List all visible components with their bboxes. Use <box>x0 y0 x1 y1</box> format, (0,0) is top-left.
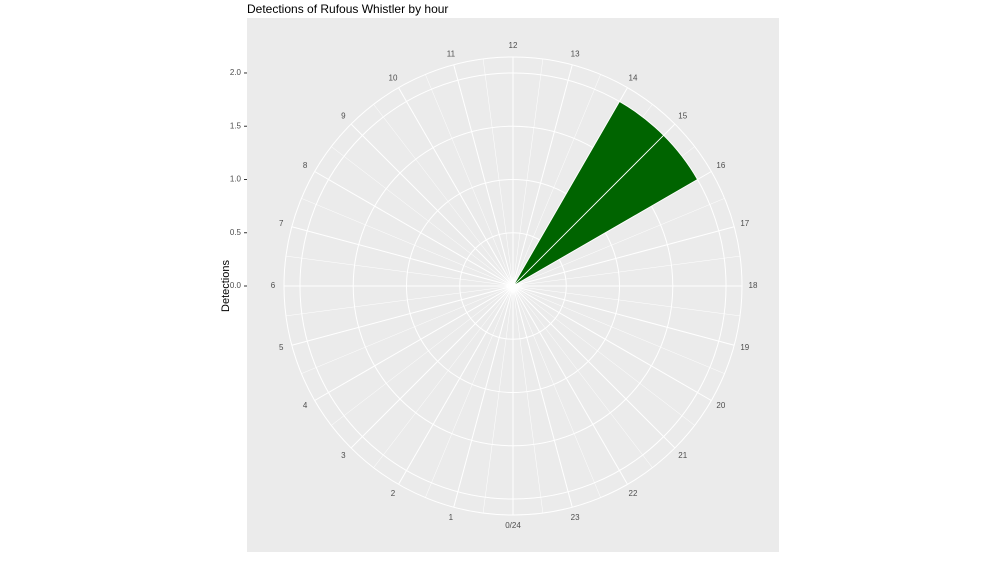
x-tick-label: 10 <box>389 73 398 82</box>
x-tick-label: 1 <box>449 513 454 522</box>
x-tick-label: 0/24 <box>505 521 521 530</box>
x-tick-label: 14 <box>629 73 638 82</box>
y-tick-label: 1.5 <box>230 121 242 130</box>
x-tick-label: 2 <box>391 489 396 498</box>
minor-spoke <box>285 255 514 287</box>
minor-spoke <box>373 104 514 287</box>
minor-spoke <box>512 285 544 514</box>
x-tick-label: 4 <box>303 401 308 410</box>
x-tick-label: 13 <box>571 49 580 58</box>
grid-spoke <box>291 226 514 287</box>
minor-spoke <box>512 74 601 287</box>
x-tick-label: 21 <box>678 451 687 460</box>
x-tick-label: 18 <box>749 281 758 290</box>
minor-spoke <box>425 285 514 498</box>
grid-spoke <box>350 123 514 287</box>
minor-spoke <box>512 255 741 287</box>
x-tick-label: 8 <box>303 161 308 170</box>
x-tick-label: 6 <box>271 281 276 290</box>
minor-spoke <box>331 146 514 287</box>
minor-spoke <box>425 74 514 287</box>
x-tick-label: 7 <box>279 219 284 228</box>
grid-spoke <box>314 171 514 287</box>
x-tick-label: 22 <box>629 489 638 498</box>
grid-spoke <box>291 285 514 346</box>
grid-spoke <box>512 285 628 485</box>
minor-spoke <box>512 58 544 287</box>
x-tick-label: 5 <box>279 343 284 352</box>
grid-spoke <box>512 226 735 287</box>
minor-spoke <box>512 285 725 374</box>
y-tick-label: 0.0 <box>230 281 242 290</box>
grid-spoke <box>398 87 514 287</box>
minor-spoke <box>373 285 514 468</box>
minor-spoke <box>512 285 741 317</box>
x-tick-label: 17 <box>740 219 749 228</box>
grid-spoke <box>350 285 514 449</box>
x-tick-label: 19 <box>740 343 749 352</box>
minor-spoke <box>512 285 653 468</box>
minor-spoke <box>331 285 514 426</box>
minor-spoke <box>301 285 514 374</box>
y-tick-label: 1.0 <box>230 175 242 184</box>
grid-spoke <box>512 285 676 449</box>
minor-spoke <box>512 198 725 287</box>
x-tick-label: 9 <box>341 111 346 120</box>
grid-spoke <box>314 285 514 401</box>
grid-spoke <box>512 285 735 346</box>
grid-spoke <box>512 285 573 508</box>
chart-title: Detections of Rufous Whistler by hour <box>247 2 448 16</box>
bar <box>512 134 699 287</box>
minor-spoke <box>512 285 695 426</box>
x-tick-label: 11 <box>447 49 456 58</box>
grid-spoke <box>453 285 514 508</box>
x-tick-label: 12 <box>509 41 518 50</box>
grid-spoke <box>453 64 514 287</box>
grid-spoke <box>398 285 514 485</box>
minor-spoke <box>301 198 514 287</box>
y-axis-label: Detections <box>220 260 232 312</box>
grid-spoke <box>512 64 573 287</box>
x-tick-label: 15 <box>678 111 687 120</box>
x-tick-label: 3 <box>341 451 346 460</box>
x-tick-label: 16 <box>716 161 725 170</box>
x-tick-label: 23 <box>571 513 580 522</box>
grid-spoke <box>512 285 712 401</box>
minor-spoke <box>482 58 514 287</box>
x-tick-label: 20 <box>716 401 725 410</box>
minor-spoke <box>482 285 514 514</box>
y-tick-label: 0.5 <box>230 228 242 237</box>
minor-spoke <box>285 285 514 317</box>
y-tick-label: 2.0 <box>230 68 242 77</box>
minor-spoke <box>512 285 601 498</box>
